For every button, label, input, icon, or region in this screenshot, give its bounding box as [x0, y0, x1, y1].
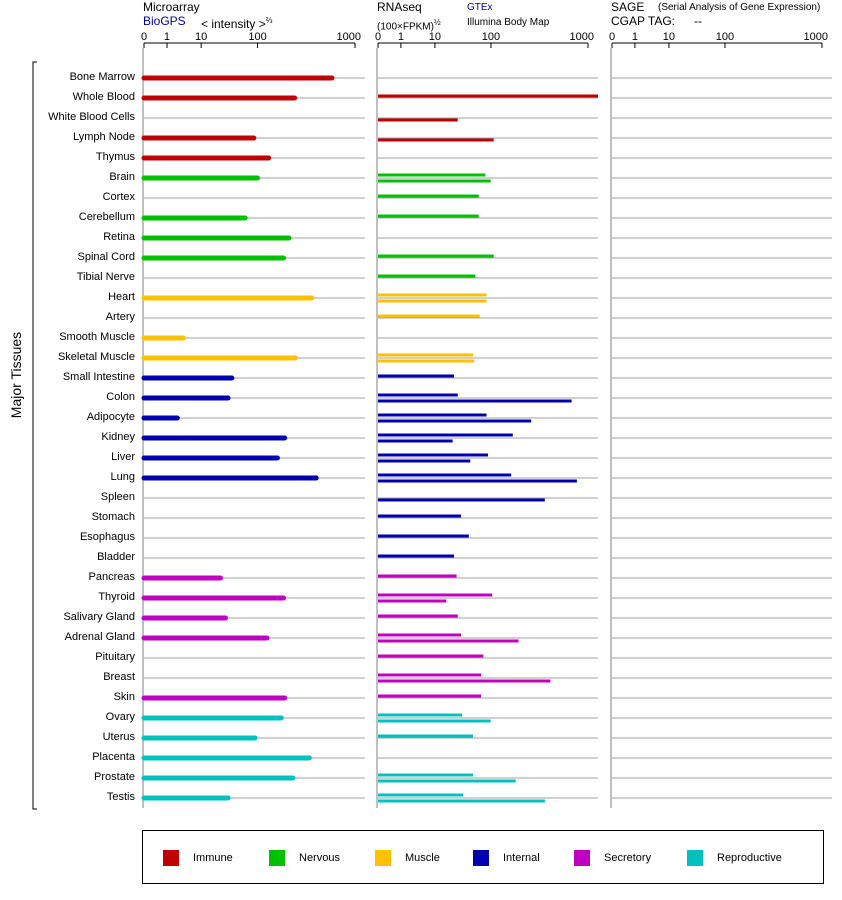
tissue-label: Adipocyte	[86, 411, 135, 423]
rnaseq-unit-exponent: ½	[433, 18, 441, 27]
tissue-label: Colon	[106, 391, 135, 403]
legend: Immune Nervous Muscle Internal Secretory Repr…	[142, 830, 824, 884]
ibm-source-link[interactable]: Illumina Body Map	[467, 17, 550, 28]
microarray-unit-text: < intensity >	[201, 17, 266, 31]
tissue-label: Pituitary	[95, 651, 135, 663]
microarray-title: Microarray	[143, 0, 200, 14]
sage-tick-label: 1000	[804, 31, 828, 43]
tissue-label: Bone Marrow	[69, 71, 135, 83]
tissue-label: Thymus	[95, 151, 135, 163]
sage-tick-label: 0	[609, 31, 615, 43]
microarray-tick-label: 1	[164, 31, 170, 43]
tissue-label: Breast	[103, 671, 135, 683]
tissue-label: Prostate	[94, 771, 135, 783]
tissue-label: Thyroid	[98, 591, 135, 603]
tissue-label: Pancreas	[88, 571, 135, 583]
tissue-label: Spinal Cord	[77, 251, 135, 263]
tissue-label: Adrenal Gland	[64, 631, 135, 643]
rnaseq-title: RNAseq	[377, 0, 422, 14]
tissue-label: Salivary Gland	[63, 611, 135, 623]
rnaseq-unit: (100×FPKM)½	[377, 16, 441, 34]
tissue-label: Lymph Node	[73, 131, 135, 143]
tissue-label: Brain	[109, 171, 135, 183]
gtex-source-link[interactable]: GTEx	[467, 2, 493, 13]
tissue-label: Uterus	[102, 731, 135, 743]
tissue-label: Placenta	[92, 751, 135, 763]
rnaseq-unit-text: (100×FPKM)	[377, 21, 434, 33]
legend-label: Immune	[193, 852, 233, 864]
cgap-tag-label: CGAP TAG:	[611, 14, 676, 28]
sage-title: SAGE	[611, 0, 645, 14]
tissue-label: Heart	[108, 291, 135, 303]
sage-tick-label: 10	[663, 31, 675, 43]
tissue-label: Kidney	[101, 431, 135, 443]
tissue-label: Liver	[111, 451, 135, 463]
tissue-label: Skin	[113, 691, 135, 703]
legend-label: Internal	[503, 852, 540, 864]
legend-swatch	[574, 850, 590, 866]
rnaseq-tick-label: 1000	[570, 31, 594, 43]
legend-label: Reproductive	[717, 852, 782, 864]
legend-swatch	[163, 850, 179, 866]
tissue-label: Stomach	[91, 511, 135, 523]
sage-subtitle: (Serial Analysis of Gene Expression)	[658, 2, 821, 13]
microarray-unit: < intensity >⅔	[201, 14, 272, 31]
sage-tick-label: 100	[716, 31, 734, 43]
tissue-label: Small Intestine	[62, 371, 135, 383]
tissue-label: Bladder	[97, 551, 135, 563]
rnaseq-tick-label: 10	[429, 31, 441, 43]
tissue-label: Spleen	[100, 491, 135, 503]
legend-label: Muscle	[405, 852, 440, 864]
tissue-label: Cerebellum	[78, 211, 135, 223]
tissue-label: Testis	[106, 791, 135, 803]
rnaseq-tick-label: 0	[375, 31, 381, 43]
tissue-label: Whole Blood	[72, 91, 135, 103]
tissue-label: Artery	[105, 311, 135, 323]
cgap-tag-value: --	[694, 14, 702, 28]
tissue-label: Ovary	[105, 711, 135, 723]
legend-swatch	[473, 850, 489, 866]
tissue-label: Lung	[110, 471, 135, 483]
rnaseq-tick-label: 100	[482, 31, 500, 43]
microarray-source-link[interactable]: BioGPS	[143, 14, 186, 28]
tissue-label: Cortex	[102, 191, 135, 203]
microarray-tick-label: 0	[141, 31, 147, 43]
tissue-label: White Blood Cells	[48, 111, 135, 123]
legend-swatch	[375, 850, 391, 866]
microarray-tick-label: 10	[195, 31, 207, 43]
tissue-label: Tibial Nerve	[76, 271, 135, 283]
legend-label: Secretory	[604, 852, 652, 864]
tissue-bracket	[32, 61, 37, 810]
microarray-tick-label: 1000	[337, 31, 361, 43]
legend-label: Nervous	[299, 852, 340, 864]
rnaseq-tick-label: 1	[398, 31, 404, 43]
tissue-label: Retina	[103, 231, 135, 243]
legend-swatch	[687, 850, 703, 866]
microarray-unit-exponent: ⅔	[265, 16, 273, 25]
tissue-label: Skeletal Muscle	[57, 351, 135, 363]
tissue-label: Smooth Muscle	[59, 331, 135, 343]
sage-tick-label: 1	[632, 31, 638, 43]
tissue-label: Esophagus	[79, 531, 135, 543]
legend-swatch	[269, 850, 285, 866]
microarray-tick-label: 100	[248, 31, 266, 43]
